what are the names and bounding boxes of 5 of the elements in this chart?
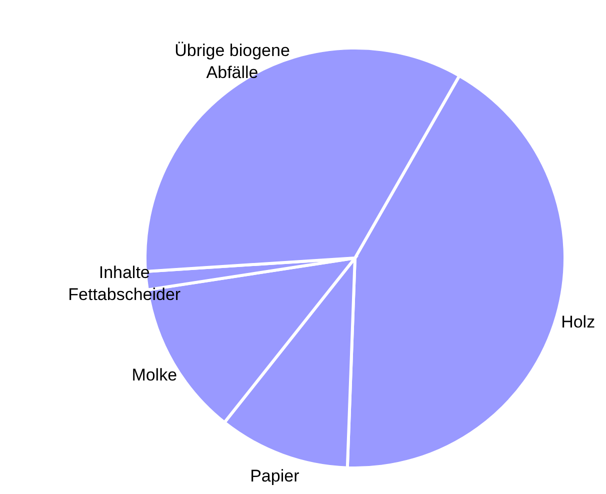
slice-label: Übrige biogene Abfälle bbox=[174, 41, 290, 82]
slice-label: Molke bbox=[132, 365, 178, 384]
slice-label: Papier bbox=[250, 466, 300, 486]
slice-label: Inhalte Fettabscheider bbox=[68, 263, 181, 304]
slice-label: Holz bbox=[561, 312, 596, 332]
